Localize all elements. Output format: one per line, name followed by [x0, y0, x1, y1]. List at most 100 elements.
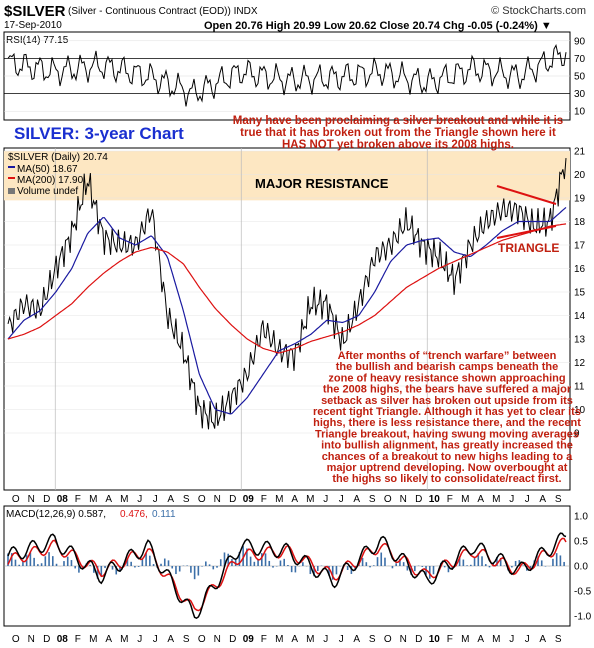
- month-tick-label: M: [120, 494, 128, 505]
- month-tick-label: M: [306, 634, 314, 645]
- macd-tick-label: 0.0: [574, 562, 588, 573]
- month-tick-label: N: [214, 494, 221, 505]
- rsi-tick-label: 70: [574, 54, 586, 65]
- main-note-line: Triangle breakout, having swung moving a…: [315, 428, 579, 440]
- month-tick-label: A: [353, 494, 360, 505]
- month-tick-label: F: [447, 494, 453, 505]
- price-legend-title: $SILVER (Daily) 20.74: [8, 152, 108, 163]
- month-tick-label: S: [555, 634, 562, 645]
- main-annotation: After months of “trench warfare” between…: [313, 350, 581, 485]
- month-tick-label: M: [461, 494, 469, 505]
- main-note-line: the 2008 highs, the bears have suffered …: [323, 384, 572, 396]
- month-tick-label: 08: [57, 494, 69, 505]
- rsi-legend: RSI(14) 77.15: [6, 35, 69, 46]
- month-tick-label: J: [509, 494, 514, 505]
- triangle-label: TRIANGLE: [498, 241, 559, 255]
- triangle-upper-line: [496, 185, 557, 205]
- month-tick-label: D: [415, 494, 422, 505]
- price-tick-label: 12: [574, 358, 586, 369]
- main-note-line: chances of a breakout to new highs leadi…: [322, 451, 573, 463]
- month-tick-label: M: [89, 494, 97, 505]
- ma50-swatch: [8, 166, 15, 168]
- month-tick-label: J: [153, 634, 158, 645]
- price-tick-label: 17: [574, 241, 586, 252]
- macd-tick-label: 1.0: [574, 512, 588, 523]
- resistance-label: MAJOR RESISTANCE: [255, 176, 389, 191]
- month-tick-label: S: [369, 634, 376, 645]
- month-tick-label: O: [384, 634, 392, 645]
- ma200-swatch: [8, 177, 15, 179]
- month-tick-label: J: [339, 494, 344, 505]
- macd-tick-label: -1.0: [574, 612, 592, 623]
- month-tick-label: S: [369, 494, 376, 505]
- main-note-line: major uptrend developing. Now overbought…: [327, 462, 568, 474]
- month-tick-label: M: [275, 634, 283, 645]
- month-tick-label: M: [306, 494, 314, 505]
- brand-label[interactable]: © StockCharts.com: [491, 5, 586, 17]
- month-tick-label: A: [167, 494, 174, 505]
- month-tick-label: N: [28, 634, 35, 645]
- month-tick-label: A: [477, 634, 484, 645]
- month-tick-label: M: [492, 634, 500, 645]
- ma50-legend: MA(50) 18.67: [17, 164, 78, 175]
- month-tick-label: D: [43, 494, 50, 505]
- macd-line: [7, 532, 567, 620]
- month-axis-bottom: O N D 08 F M A M J J A S O N D 09 F M A M J J A S O N D 10 F M A M J J A S: [12, 634, 562, 645]
- month-tick-label: N: [400, 494, 407, 505]
- ohlc-readout: Open 20.76 High 20.99 Low 20.62 Close 20…: [204, 20, 552, 32]
- month-tick-label: J: [137, 634, 142, 645]
- top-note-line: HAS NOT yet broken above its 2008 highs.: [282, 139, 514, 151]
- macd-legend-main: MACD(12,26,9) 0.587,: [6, 509, 106, 520]
- month-tick-label: M: [461, 634, 469, 645]
- month-tick-label: M: [275, 494, 283, 505]
- month-tick-label: J: [323, 494, 328, 505]
- month-tick-label: A: [105, 634, 112, 645]
- month-tick-label: J: [525, 494, 530, 505]
- month-tick-label: J: [323, 634, 328, 645]
- ma50-line: [7, 206, 567, 415]
- main-note-line: the bullish and bearish camps beneath th…: [336, 361, 559, 373]
- main-note-line: the highs so likely to consolidate/react…: [332, 473, 561, 485]
- macd-signal-line: [7, 537, 567, 612]
- rsi-tick-label: 90: [574, 36, 586, 47]
- resistance-zone: [4, 151, 570, 201]
- price-tick-label: 15: [574, 288, 586, 299]
- price-series: [7, 158, 567, 430]
- month-tick-label: A: [477, 494, 484, 505]
- month-axis-top: O N D 08 F M A M J J A S O N D 09 F M A M J J A S O N D 10 F M A M J J A S: [12, 494, 562, 505]
- month-tick-label: A: [291, 494, 298, 505]
- month-tick-label: J: [509, 634, 514, 645]
- macd-tick-label: 0.5: [574, 537, 588, 548]
- top-annotation: Many have been proclaiming a silver brea…: [233, 115, 563, 151]
- price-panel: 21 20 19 18 17 16 15 14 13 12 11 10 9 TRIANGLE MAJOR…: [3, 115, 586, 491]
- month-tick-label: N: [400, 634, 407, 645]
- price-tick-label: 21: [574, 147, 586, 158]
- macd-legend-hist: 0.111: [152, 509, 176, 520]
- month-tick-label: A: [539, 634, 546, 645]
- symbol-subtitle: (Silver - Continuous Contract (EOD)) IND…: [68, 6, 258, 17]
- main-note-line: After months of “trench warfare” between: [338, 350, 557, 362]
- chart-title: SILVER: 3-year Chart: [14, 124, 184, 143]
- month-tick-label: J: [153, 494, 158, 505]
- month-tick-label: O: [384, 494, 392, 505]
- month-tick-label: N: [28, 494, 35, 505]
- price-tick-label: 13: [574, 335, 586, 346]
- price-tick-label: 10: [574, 405, 586, 416]
- month-tick-label: D: [43, 634, 50, 645]
- macd-panel: MACD(12,26,9) 0.587, 0.476, 0.111 1.0 0.5…: [3, 505, 592, 627]
- price-tick-label: 18: [574, 217, 586, 228]
- month-tick-label: O: [12, 634, 20, 645]
- main-note-line: highs, there is less resistance there, a…: [313, 417, 581, 429]
- main-note-line: zone of heavy resistance shown approachi…: [328, 372, 565, 384]
- month-tick-label: F: [261, 634, 267, 645]
- month-tick-label: N: [214, 634, 221, 645]
- month-tick-label: M: [120, 634, 128, 645]
- price-tick-label: 16: [574, 264, 586, 275]
- month-tick-label: F: [75, 634, 81, 645]
- month-tick-label: S: [555, 494, 562, 505]
- month-tick-label: S: [183, 494, 190, 505]
- month-tick-label: A: [291, 634, 298, 645]
- main-note-line: recent tight Triangle. Although it has y…: [313, 406, 581, 418]
- month-tick-label: J: [137, 494, 142, 505]
